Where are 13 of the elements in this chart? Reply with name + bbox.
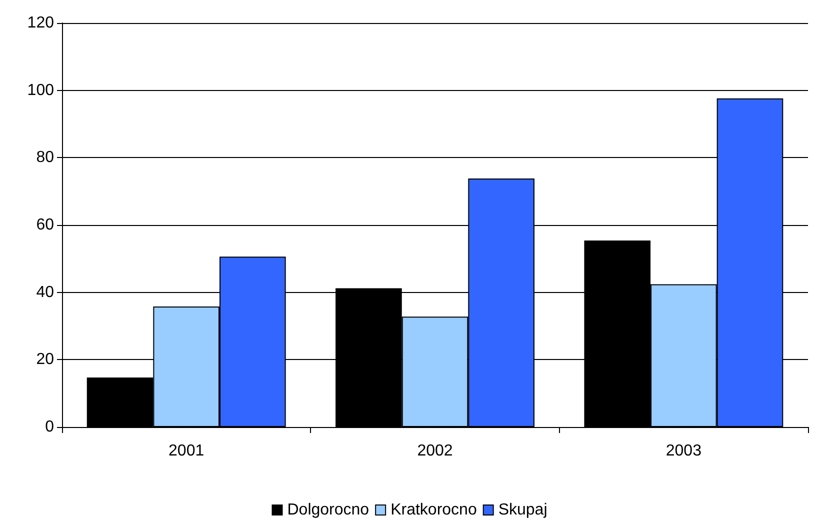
y-tick-label: 40	[36, 284, 54, 301]
x-tick-label: 2001	[168, 442, 204, 460]
y-tick-label: 120	[27, 14, 54, 32]
y-tick-label: 60	[36, 216, 54, 234]
x-tick-label: 2002	[417, 442, 453, 460]
legend-label: Kratkorocno	[390, 502, 477, 518]
x-tick-label: 2003	[666, 442, 702, 460]
y-tick-label: 80	[36, 149, 54, 166]
legend-label: Dolgorocno	[287, 502, 370, 518]
y-tick-label: 20	[36, 351, 54, 368]
legend-label: Skupaj	[498, 502, 548, 518]
y-tick-label: 0	[45, 418, 54, 436]
y-tick-label: 100	[27, 82, 54, 99]
